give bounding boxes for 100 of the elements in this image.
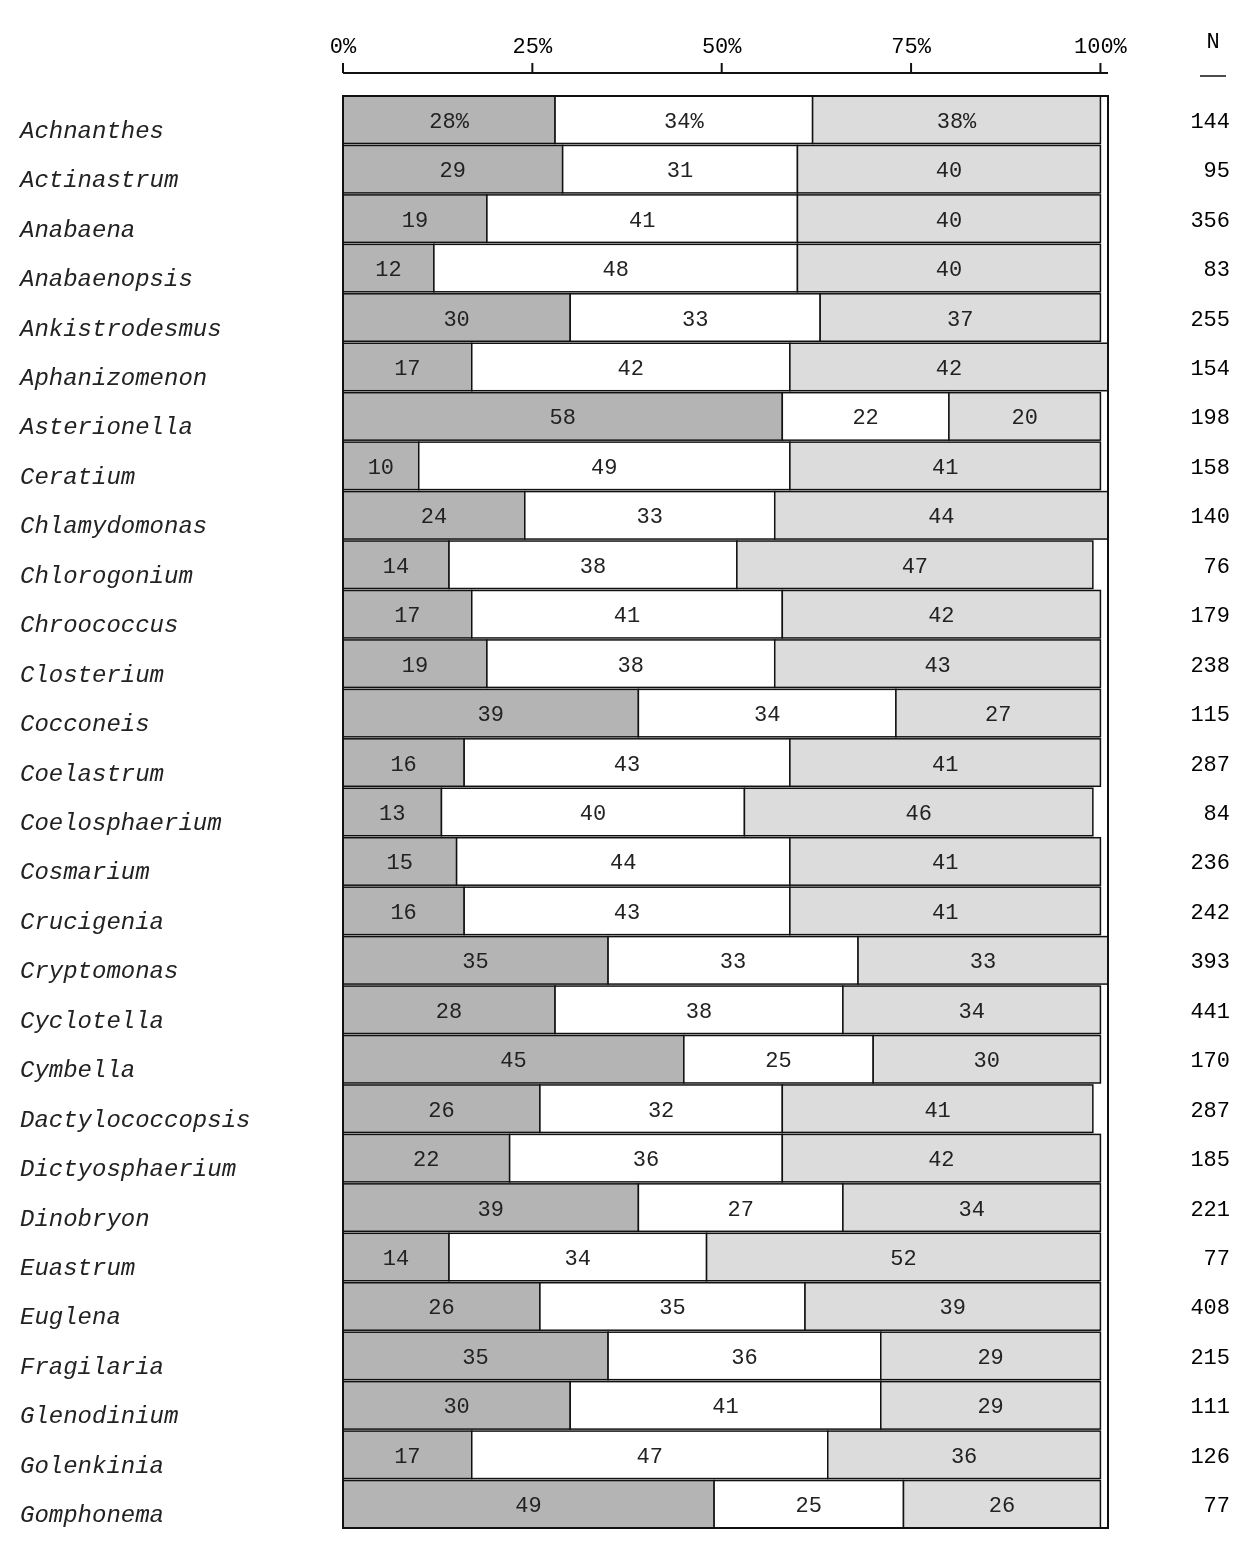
data-label: 39	[939, 1296, 966, 1322]
data-label: 33	[969, 950, 997, 976]
text: 140	[1190, 505, 1230, 531]
data-label: 17	[394, 604, 421, 630]
text: 408	[1190, 1296, 1230, 1322]
data-label: 49	[515, 1494, 542, 1520]
y-tick-label: Actinastrum	[18, 167, 179, 195]
data-label: 41	[628, 208, 656, 234]
text: 287	[1190, 752, 1230, 778]
data-label: 25	[795, 1494, 823, 1520]
y-tick-label: Gomphonema	[20, 1502, 165, 1530]
text: 255	[1190, 307, 1230, 333]
y-tick-label: Ceratium	[20, 463, 136, 491]
data-label: 38	[617, 653, 645, 679]
y-tick-label: Fragilaria	[20, 1353, 165, 1381]
data-label: 45	[500, 1049, 527, 1075]
y-tick-label: Anabaena	[18, 216, 136, 244]
data-label: 41	[931, 752, 959, 778]
data-label: 30	[443, 1395, 470, 1421]
text: 76	[1203, 554, 1230, 580]
text: 154	[1190, 356, 1230, 382]
data-label: 29	[977, 1345, 1004, 1371]
data-label: 38%	[936, 109, 978, 135]
data-label: 52	[890, 1247, 917, 1273]
data-label: 36	[731, 1345, 758, 1371]
data-label: 35	[462, 1345, 489, 1371]
y-tick-label: Dinobryon	[20, 1205, 150, 1233]
data-label: 15	[386, 851, 414, 877]
data-label: 43	[613, 900, 641, 926]
data-label: 14	[382, 554, 410, 580]
y-tick-label: Achnanthes	[18, 117, 165, 145]
y-tick-label: Glenodinium	[20, 1403, 179, 1431]
data-label: 40	[579, 802, 607, 827]
data-label: 48	[602, 258, 629, 284]
text: 179	[1190, 604, 1230, 630]
text: 198	[1190, 406, 1230, 432]
y-tick-label: Coelosphaerium	[20, 810, 222, 837]
data-label: 41	[931, 851, 959, 877]
text: 95	[1203, 159, 1230, 185]
y-tick-label: Cosmarium	[20, 859, 150, 887]
data-label: 17	[394, 356, 421, 382]
y-tick-label: Coelastrum	[20, 760, 165, 788]
data-label: 41	[924, 1098, 951, 1124]
text: 111	[1190, 1395, 1230, 1421]
text: 115	[1190, 703, 1230, 729]
data-label: 35	[659, 1296, 686, 1322]
y-tick-label: Cocconeis	[20, 711, 150, 739]
text: 236	[1190, 851, 1230, 877]
data-label: 40	[935, 258, 963, 284]
data-label: 42	[928, 1148, 955, 1174]
data-label: 35	[462, 950, 489, 976]
data-label: 42	[617, 356, 645, 382]
data-label: 19	[401, 653, 429, 679]
data-label: 13	[379, 802, 406, 827]
y-tick-label: Ankistrodesmus	[18, 315, 222, 343]
x-tick-label: 0%	[329, 35, 357, 60]
data-label: 41	[613, 604, 641, 630]
data-label: 34	[958, 1197, 985, 1223]
data-label: 38	[579, 554, 607, 580]
data-label: 28	[435, 999, 463, 1025]
data-label: 12	[375, 258, 402, 284]
y-tick-label: Chlamydomonas	[20, 513, 208, 541]
data-label: 17	[394, 1444, 421, 1470]
data-label: 33	[636, 505, 663, 531]
data-label: 36	[632, 1148, 660, 1174]
data-label: 36	[950, 1444, 978, 1470]
data-label: 24	[420, 505, 448, 531]
y-tick-label: Crucigenia	[20, 908, 165, 936]
data-label: 49	[591, 455, 618, 481]
y-tick-label: Anabaenopsis	[18, 266, 193, 294]
data-label: 32	[647, 1098, 675, 1124]
text: 77	[1203, 1247, 1230, 1273]
data-label: 41	[712, 1395, 739, 1421]
data-label: 43	[924, 653, 951, 679]
data-label: 14	[382, 1247, 410, 1273]
text: 242	[1190, 900, 1230, 926]
data-label: 19	[401, 208, 429, 234]
text: 238	[1190, 653, 1230, 679]
y-tick-label: Euglena	[20, 1304, 121, 1332]
text: 287	[1190, 1098, 1230, 1124]
data-label: 37	[947, 307, 974, 333]
data-label: 34	[753, 703, 781, 729]
data-label: 29	[977, 1395, 1004, 1421]
data-label: 34	[958, 999, 985, 1025]
text: 393	[1190, 950, 1230, 976]
data-label: 40	[935, 159, 963, 185]
text: 77	[1203, 1494, 1230, 1520]
data-label: 22	[852, 406, 879, 432]
x-tick-label: 100%	[1074, 35, 1128, 60]
text: 215	[1190, 1345, 1230, 1371]
x-tick-label: 25%	[512, 35, 553, 60]
text: 158	[1190, 455, 1230, 481]
data-label: 34%	[664, 109, 705, 135]
y-tick-label: Golenkinia	[20, 1452, 165, 1480]
data-label: 33	[682, 307, 709, 333]
data-label: 31	[666, 159, 694, 185]
text: 356	[1190, 208, 1230, 234]
data-label: 27	[727, 1197, 754, 1223]
data-label: 26	[428, 1098, 455, 1124]
text: N	[1206, 30, 1220, 55]
